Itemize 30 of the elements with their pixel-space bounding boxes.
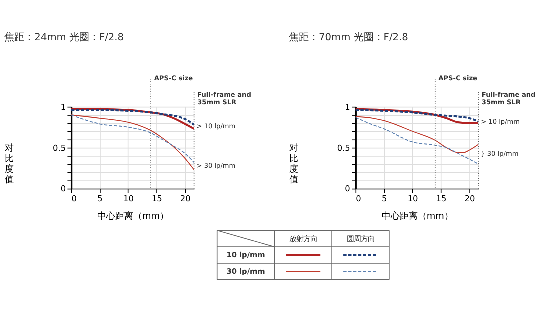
line-series — [71, 109, 194, 126]
y-axis-title: 对比度值 — [289, 142, 298, 186]
y-tick-label: 0.5 — [337, 142, 350, 153]
line-series — [71, 108, 194, 130]
x-tick-label: 0 — [356, 194, 362, 204]
chart-title: 焦距：24mm 光圈：F/2.8 — [4, 32, 124, 44]
y-axis-title: 对比度值 — [5, 142, 14, 186]
line-series — [356, 117, 479, 165]
x-tick-label: 20 — [464, 194, 476, 204]
x-axis-title: 中心距离（mm） — [382, 210, 454, 222]
x-tick-label: 0 — [72, 194, 78, 204]
y-tick-label: 1 — [60, 102, 66, 112]
text: 30 lp/mm — [226, 267, 266, 276]
x-tick-label: 15 — [436, 194, 447, 204]
text: 圆周方向 — [346, 234, 375, 244]
y-tick-label: 0 — [60, 184, 66, 194]
x-tick-label: 20 — [180, 194, 191, 204]
text: 放射方向 — [289, 234, 318, 244]
text: 10 lp/mm — [226, 250, 266, 260]
x-tick-label: 5 — [382, 194, 388, 204]
x-tick-label: 5 — [98, 194, 103, 204]
y-tick-label: 1 — [345, 102, 350, 112]
x-tick-label: 10 — [123, 194, 134, 204]
chart-title: 焦距：70mm 光圈：F/2.8 — [289, 32, 408, 44]
x-tick-label: 15 — [152, 194, 162, 204]
x-tick-label: 10 — [408, 194, 418, 204]
y-tick-label: 0 — [345, 184, 350, 194]
x-axis-title: 中心距离（mm） — [97, 210, 170, 222]
line-series — [356, 116, 479, 154]
y-tick-label: 0.5 — [53, 142, 66, 153]
